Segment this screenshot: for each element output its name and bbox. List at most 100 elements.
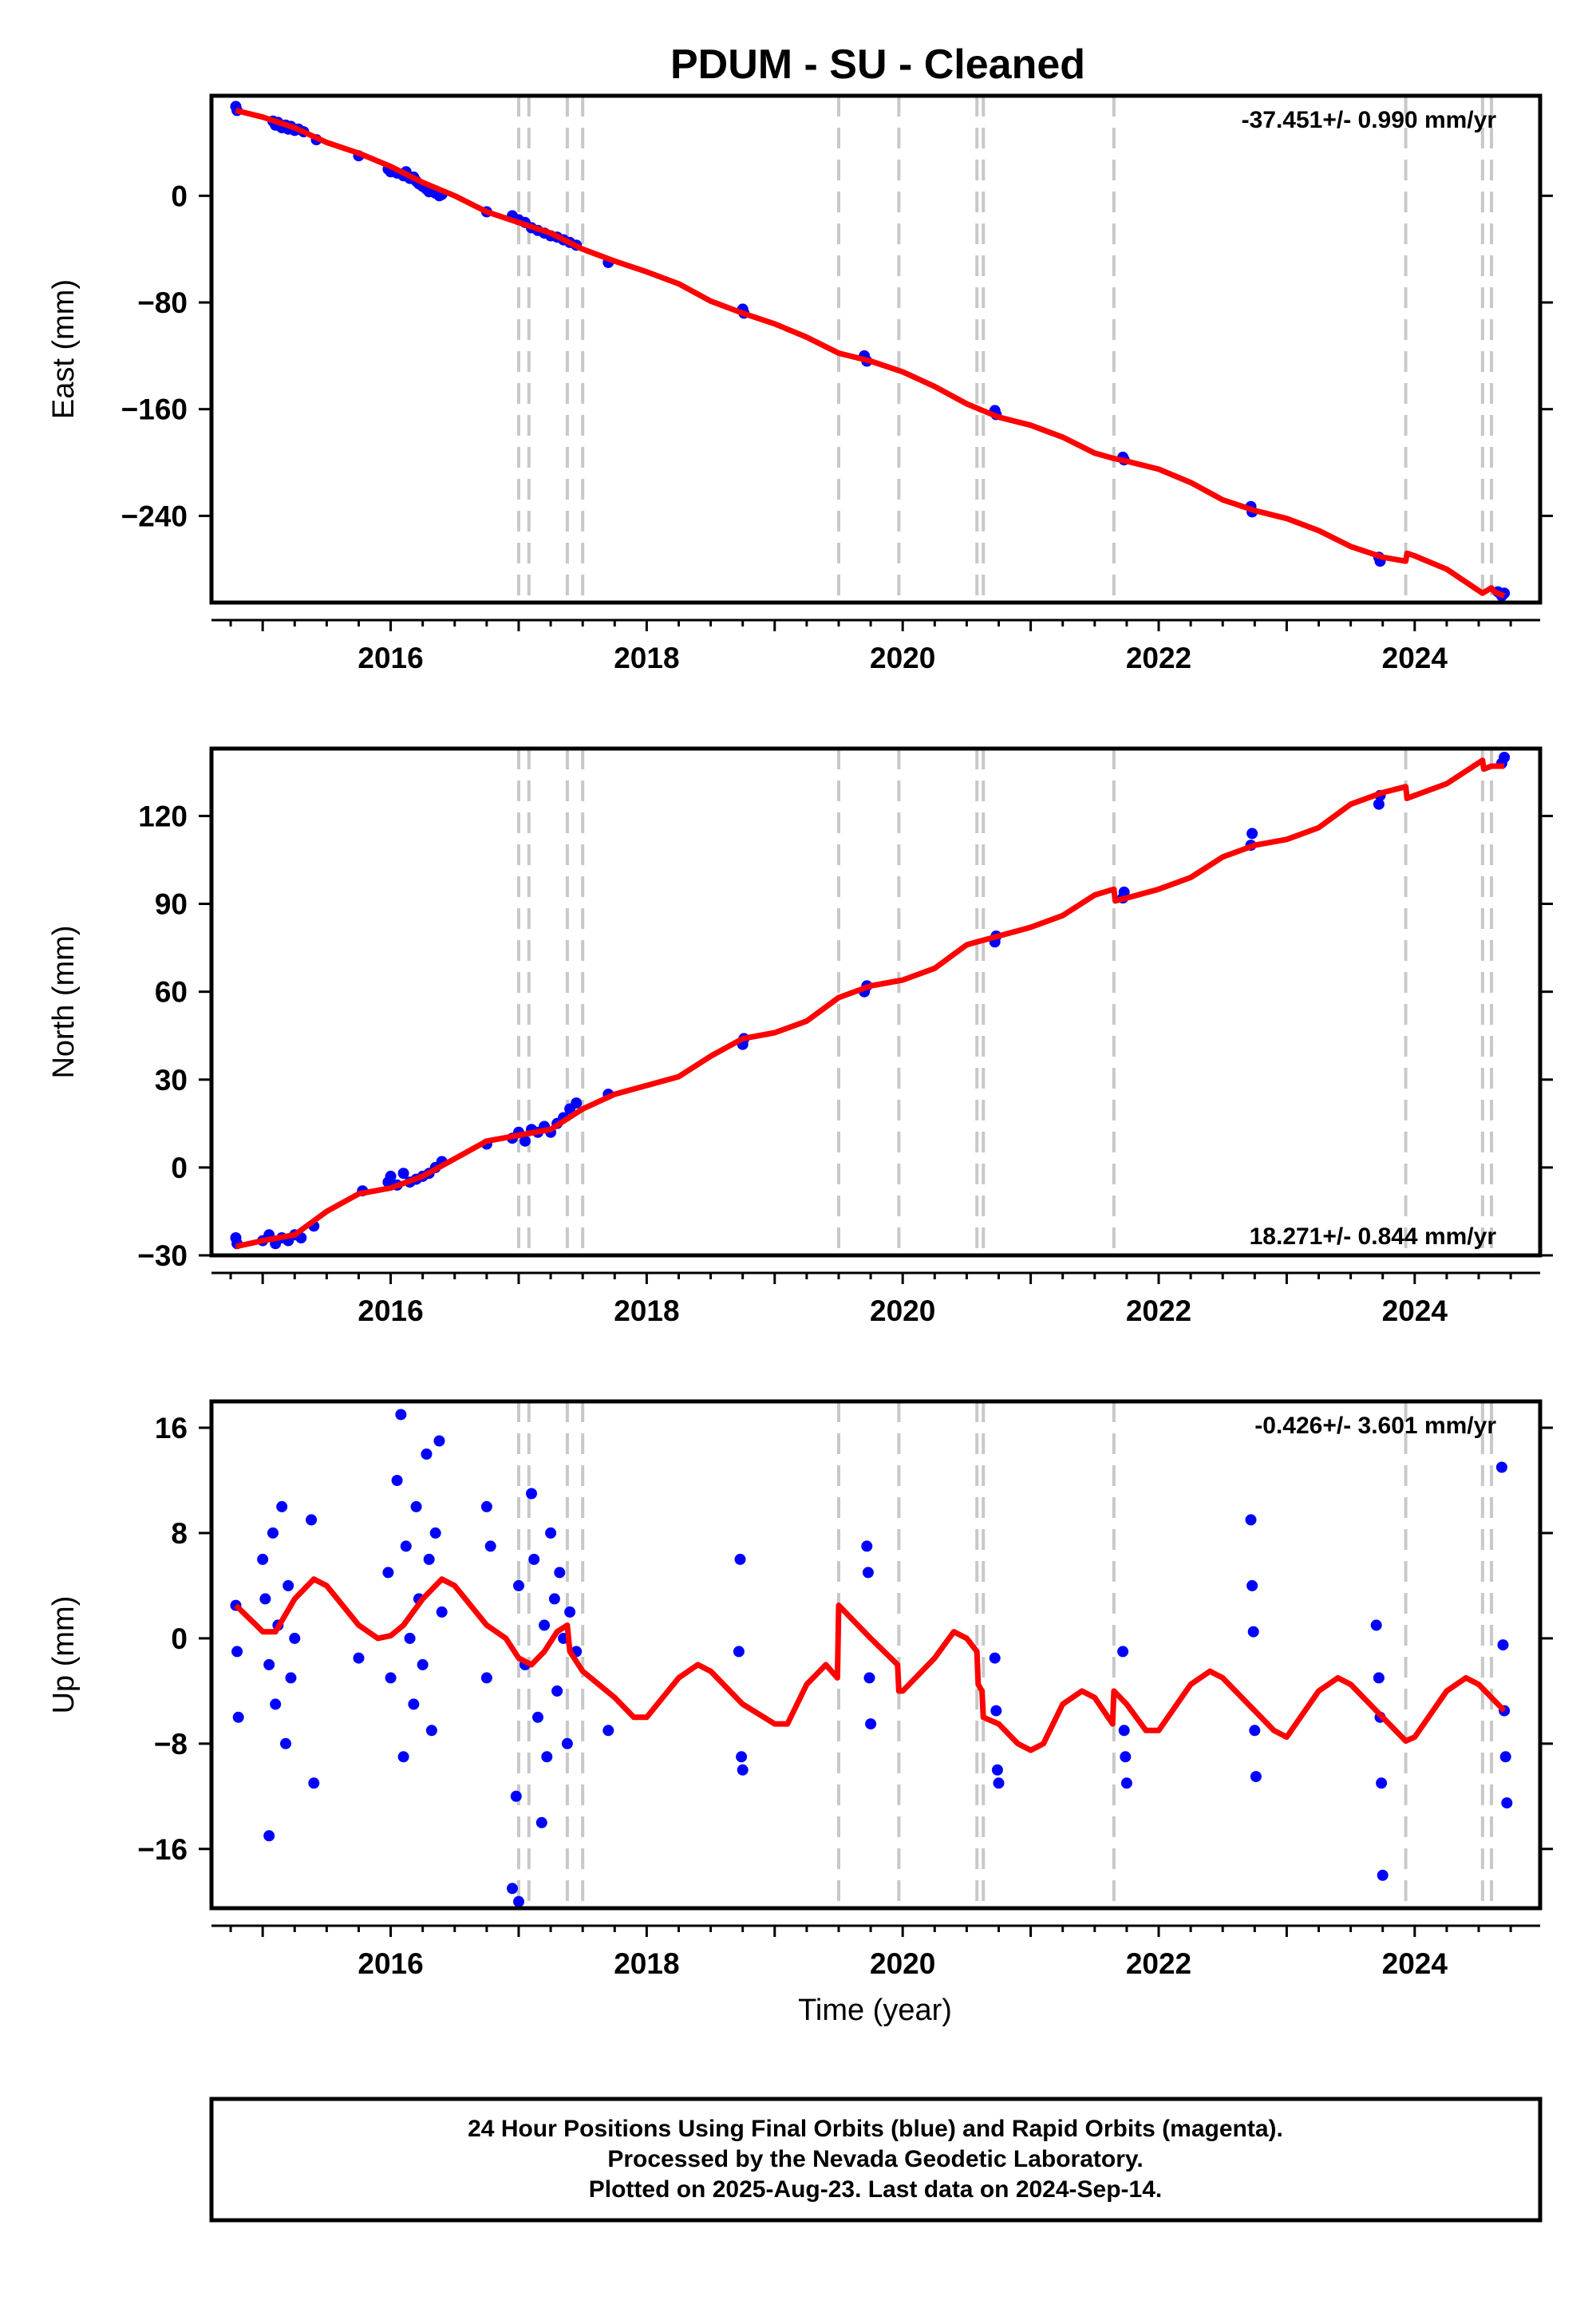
- y-tick-label: 90: [155, 888, 188, 921]
- data-point: [395, 1409, 407, 1421]
- footer-line-2: Processed by the Nevada Geodetic Laborat…: [607, 2146, 1143, 2172]
- data-point: [1495, 1461, 1507, 1473]
- data-point: [257, 1553, 269, 1565]
- model-curve: [235, 108, 1506, 599]
- data-point: [734, 1553, 746, 1565]
- data-point: [548, 1593, 560, 1605]
- data-point: [232, 1711, 244, 1723]
- y-tick-label: −8: [154, 1728, 188, 1761]
- data-point: [862, 1567, 874, 1579]
- plot-frame: [209, 1399, 1543, 1911]
- data-point: [539, 1619, 551, 1631]
- data-point: [545, 1527, 557, 1539]
- data-point: [429, 1527, 441, 1539]
- data-point: [1250, 1771, 1262, 1783]
- y-axis-label: Up (mm): [47, 1596, 81, 1714]
- model-curve: [234, 1576, 1507, 1753]
- data-point: [400, 1540, 412, 1552]
- data-point: [526, 1488, 537, 1500]
- data-point: [353, 1652, 365, 1664]
- data-point: [1245, 1514, 1257, 1526]
- data-point: [554, 1567, 566, 1579]
- data-point: [404, 1632, 416, 1644]
- observation-points: [230, 1409, 1513, 1907]
- data-point: [306, 1514, 318, 1526]
- footer-line-3: Plotted on 2025-Aug-23. Last data on 202…: [589, 2176, 1163, 2203]
- data-point: [602, 1725, 614, 1737]
- data-point: [408, 1698, 420, 1710]
- y-tick-label: −160: [121, 393, 188, 426]
- velocity-label: 18.271+/- 0.844 mm/yr: [1250, 1223, 1497, 1250]
- data-point: [263, 1830, 275, 1842]
- data-point: [513, 1579, 524, 1591]
- data-point: [865, 1718, 877, 1730]
- x-tick-label: 2018: [614, 1294, 679, 1327]
- data-point: [1118, 1725, 1130, 1737]
- y-axis-label: East (mm): [47, 279, 81, 419]
- data-point: [535, 1816, 547, 1828]
- data-point: [484, 1540, 496, 1552]
- y-tick-label: 0: [171, 180, 188, 212]
- data-point: [736, 1751, 748, 1763]
- data-point: [397, 1751, 409, 1763]
- data-point: [863, 1672, 875, 1684]
- x-tick-label: 2018: [614, 642, 679, 674]
- data-point: [421, 1448, 433, 1460]
- data-point: [382, 1567, 394, 1579]
- velocity-label: -37.451+/- 0.990 mm/yr: [1242, 107, 1497, 133]
- x-tick-label: 2024: [1382, 642, 1448, 674]
- plot-frame: [209, 93, 1543, 605]
- data-point: [532, 1711, 543, 1723]
- data-point: [391, 1475, 403, 1486]
- y-tick-label: 30: [155, 1064, 188, 1097]
- data-point: [1373, 798, 1385, 810]
- data-point: [1118, 886, 1130, 898]
- data-point: [737, 1764, 749, 1776]
- data-point: [436, 1606, 448, 1618]
- data-point: [425, 1725, 437, 1737]
- north-panel: 2016 2018 2020 2022 2024 −30 0 30 60 90 120 North (…: [47, 746, 1553, 1327]
- data-point: [1499, 1751, 1511, 1763]
- x-tick-label: 2020: [870, 1947, 935, 1980]
- data-point: [510, 1790, 522, 1802]
- plot-frame: [209, 746, 1543, 1258]
- x-tick-label: 2016: [358, 1294, 423, 1327]
- data-point: [1373, 1672, 1385, 1684]
- data-point: [480, 1672, 492, 1684]
- data-point: [861, 1540, 873, 1552]
- y-tick-label: 60: [155, 976, 188, 1009]
- data-point: [551, 1685, 563, 1697]
- data-point: [285, 1672, 297, 1684]
- data-point: [541, 1751, 553, 1763]
- data-point: [1246, 1579, 1258, 1591]
- data-point: [397, 1168, 409, 1180]
- data-point: [1497, 1639, 1509, 1651]
- data-point: [528, 1553, 540, 1565]
- figure-title: PDUM - SU - Cleaned: [670, 41, 1085, 88]
- data-point: [991, 1764, 1003, 1776]
- y-tick-label: 0: [171, 1622, 188, 1655]
- data-point: [267, 1527, 279, 1539]
- x-tick-label: 2018: [614, 1947, 679, 1980]
- data-point: [1120, 1751, 1132, 1763]
- data-point: [1370, 1619, 1382, 1631]
- x-tick-label: 2022: [1126, 1294, 1191, 1327]
- data-point: [571, 1097, 583, 1109]
- model-curve: [235, 757, 1505, 1250]
- observation-points: [230, 101, 1511, 602]
- data-point: [289, 1632, 301, 1644]
- data-point: [993, 1777, 1005, 1789]
- data-point: [507, 1883, 518, 1895]
- y-tick-label: −16: [137, 1833, 188, 1866]
- data-point: [1117, 1646, 1129, 1658]
- y-axis-label: North (mm): [47, 925, 81, 1078]
- data-point: [385, 1170, 397, 1182]
- up-panel: 2016 2018 2020 2022 2024 16 8 0 −8 −16 Up (mm) -0.4…: [47, 1399, 1553, 2027]
- data-point: [1377, 1869, 1389, 1881]
- data-point: [417, 1658, 429, 1670]
- footer-box: 24 Hour Positions Using Final Orbits (bl…: [209, 2097, 1543, 2223]
- data-point: [519, 1135, 531, 1147]
- velocity-label: -0.426+/- 3.601 mm/yr: [1254, 1413, 1496, 1439]
- data-point: [282, 1579, 294, 1591]
